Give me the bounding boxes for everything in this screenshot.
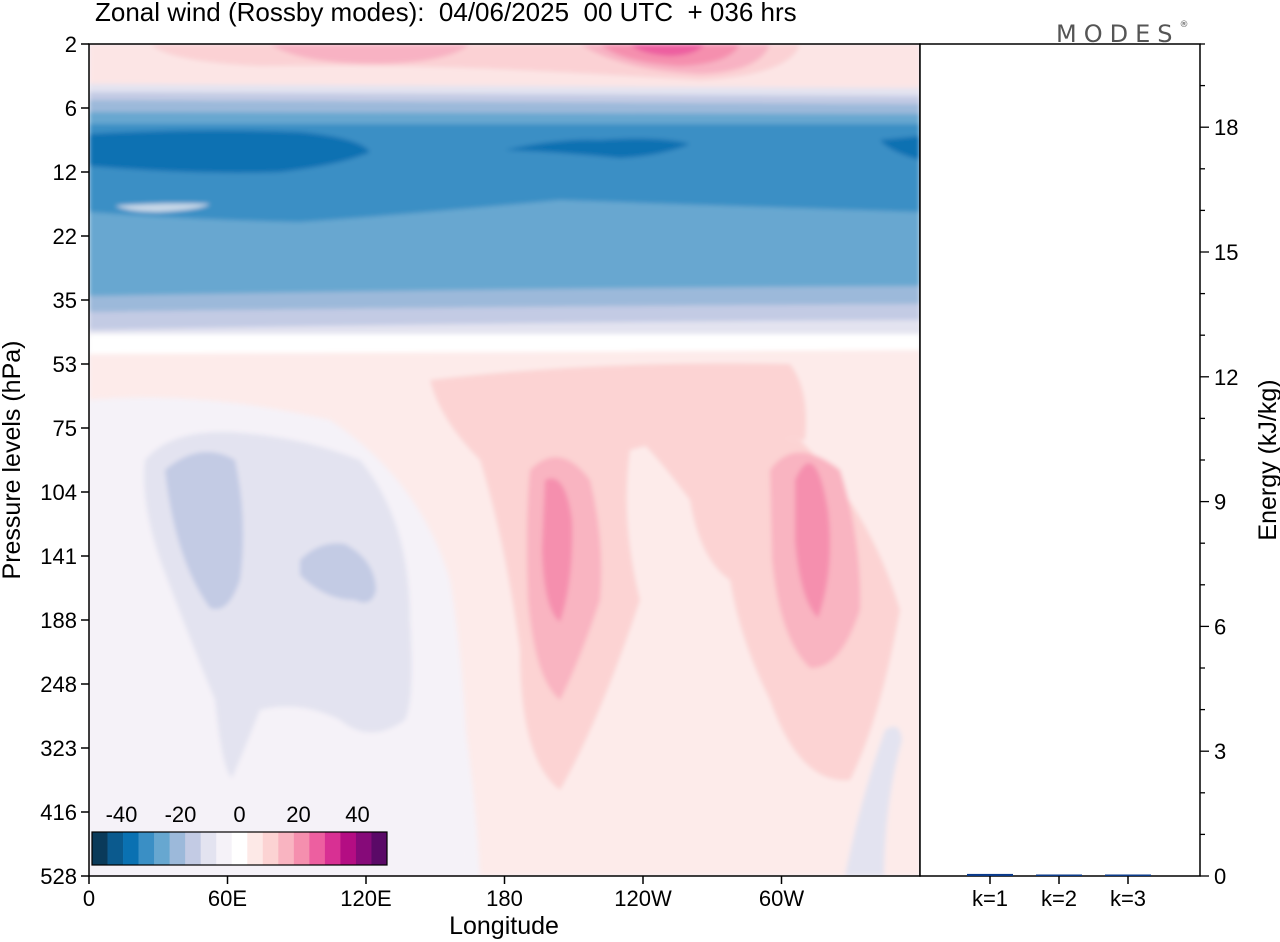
energy-bar	[1036, 874, 1082, 876]
y-tick-label: 141	[40, 544, 77, 569]
contour-negative-east	[845, 726, 902, 876]
contour-negative-2	[165, 452, 376, 610]
colorbar-labels: -40 -20 0 20 40	[106, 802, 370, 827]
y-tick-label: 248	[40, 672, 77, 697]
energy-axis-title: Energy (kJ/kg)	[1254, 379, 1280, 540]
contour-positive-ring	[430, 363, 806, 790]
colorbar-swatch	[107, 832, 124, 865]
longitude-axis: 0 60E 120E 180 120W 60W	[83, 876, 804, 911]
colorbar-swatch	[247, 832, 264, 865]
energy-tick-label: 0	[1214, 864, 1226, 889]
colorbar-swatch	[185, 832, 201, 865]
energy-category-label: k=3	[1110, 886, 1146, 911]
colorbar-tick-label: -40	[106, 802, 138, 827]
x-tick-label: 60W	[759, 886, 804, 911]
colorbar-tick-label: -20	[165, 802, 197, 827]
y-tick-label: 104	[40, 480, 77, 505]
energy-tick-label: 9	[1214, 490, 1226, 515]
energy-tick-label: 12	[1214, 365, 1238, 390]
energy-bar	[1105, 874, 1151, 876]
energy-bar	[967, 873, 1013, 876]
contour-band-7	[115, 203, 210, 212]
y-tick-label: 22	[53, 224, 77, 249]
x-tick-label: 180	[486, 886, 523, 911]
colorbar-swatch	[154, 832, 170, 865]
y-tick-label: 323	[40, 736, 77, 761]
colorbar-swatch	[216, 832, 233, 865]
energy-tick-label: 6	[1214, 614, 1226, 639]
y-tick-label: 35	[53, 288, 77, 313]
colorbar-swatch	[293, 832, 310, 865]
y-tick-label: 528	[40, 864, 77, 889]
x-axis-title: Longitude	[449, 912, 559, 940]
x-tick-label: 60E	[208, 886, 247, 911]
energy-axis: 0 3 6 9 12 15 18 k=1 k=2 k=3	[972, 43, 1238, 911]
colorbar-frame	[91, 831, 388, 866]
energy-bars	[967, 873, 1151, 876]
contour-hot-west	[542, 478, 573, 622]
colorbar-tick-label: 0	[233, 802, 245, 827]
colorbar-tick-label: 40	[345, 802, 369, 827]
colorbar-swatch	[92, 832, 108, 865]
chart-title: Zonal wind (Rossby modes): 04/06/2025 00…	[95, 0, 797, 27]
colorbar-swatch	[340, 832, 357, 865]
y-tick-label: 188	[40, 608, 77, 633]
colorbar-swatch	[231, 832, 248, 865]
pressure-axis: 2 6 12 22 35 53 75 104 141 188 248 323 416 528	[40, 32, 89, 889]
zonal-wind-heatmap	[89, 44, 920, 876]
energy-category-label: k=2	[1041, 886, 1077, 911]
y-tick-label: 6	[65, 96, 77, 121]
x-tick-label: 0	[83, 886, 95, 911]
colorbar-swatch	[123, 832, 139, 865]
colorbar	[91, 831, 388, 866]
y-tick-label: 2	[65, 32, 77, 57]
x-tick-label: 120W	[614, 886, 672, 911]
contour-band-6	[89, 130, 920, 173]
contour-top-positive-5	[630, 44, 705, 56]
colorbar-swatch	[138, 832, 155, 865]
contour-hot-east	[795, 463, 831, 618]
colorbar-swatch	[324, 832, 341, 865]
colorbar-swatch	[169, 832, 186, 865]
y-tick-label: 416	[40, 800, 77, 825]
y-axis-title: Pressure levels (hPa)	[0, 341, 26, 580]
colorbar-tick-label: 20	[286, 802, 310, 827]
y-tick-label: 75	[53, 416, 77, 441]
colorbar-swatch	[278, 832, 295, 865]
colorbar-swatch	[309, 832, 326, 865]
colorbar-swatch	[355, 832, 372, 865]
colorbar-swatch	[200, 832, 217, 865]
colorbar-swatch	[262, 832, 279, 865]
energy-tick-label: 15	[1214, 240, 1238, 265]
energy-category-label: k=1	[972, 886, 1008, 911]
x-tick-label: 120E	[340, 886, 391, 911]
colorbar-swatch	[371, 832, 388, 865]
y-tick-label: 53	[53, 352, 77, 377]
energy-tick-label: 18	[1214, 115, 1238, 140]
energy-panel-frame	[919, 43, 1201, 877]
y-tick-label: 12	[53, 160, 77, 185]
energy-tick-label: 3	[1214, 739, 1226, 764]
